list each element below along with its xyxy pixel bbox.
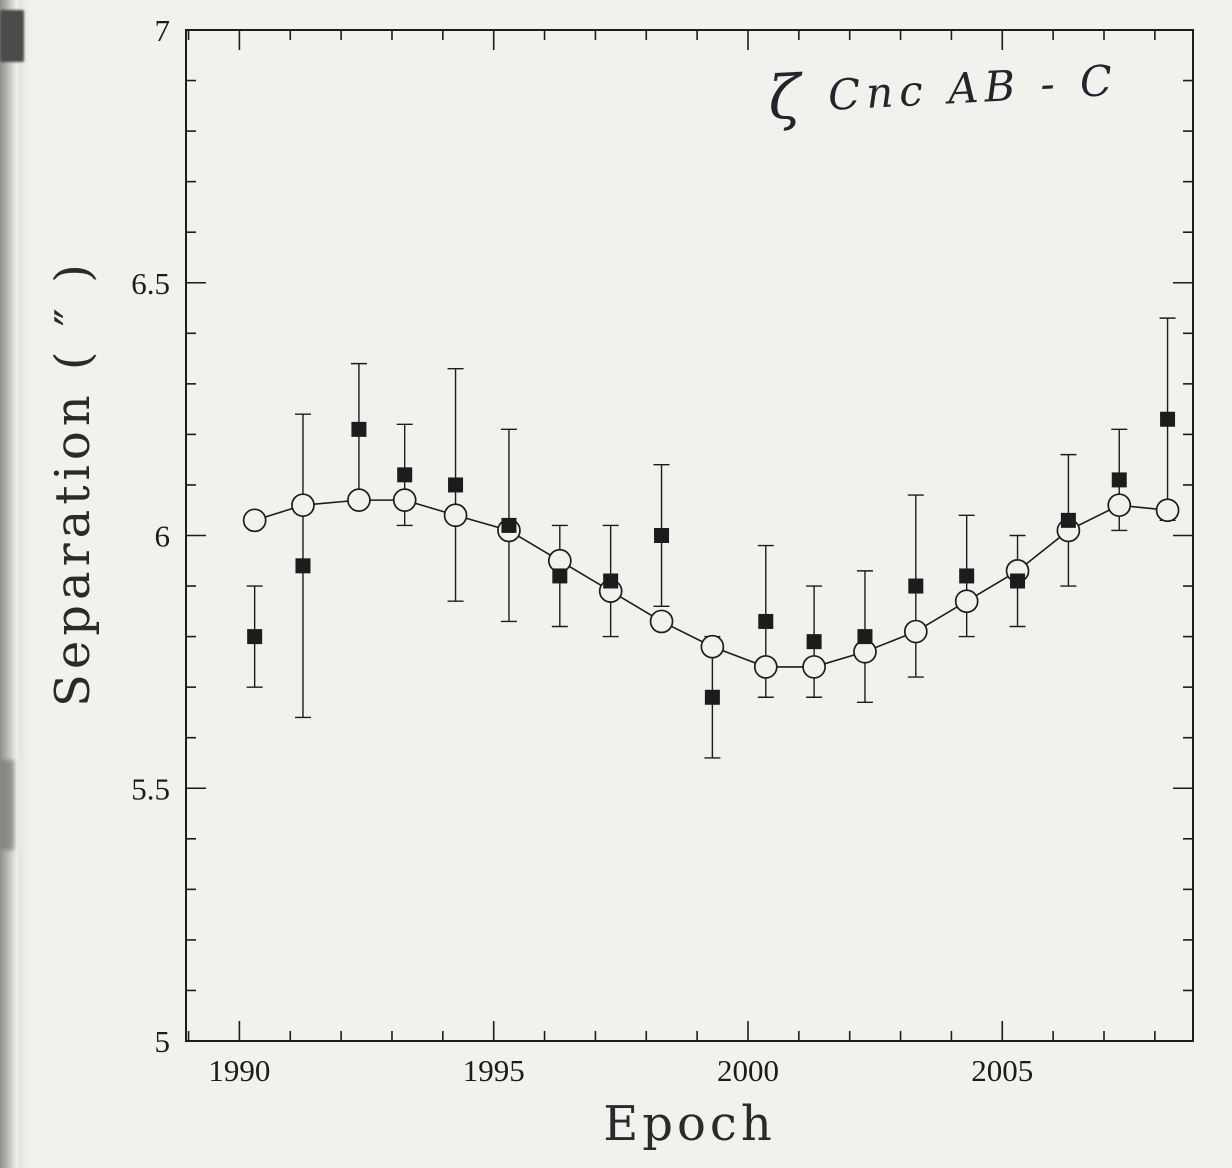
- x-axis-title: Epoch: [603, 1096, 776, 1152]
- svg-text:1995: 1995: [463, 1053, 525, 1088]
- svg-text:6: 6: [155, 519, 171, 554]
- svg-text:5.5: 5.5: [131, 771, 170, 806]
- svg-text:7: 7: [155, 13, 171, 48]
- y-axis-title: Separation ( ″ ): [45, 259, 101, 707]
- svg-text:1990: 1990: [208, 1053, 270, 1088]
- scan-left-edge-fade: [18, 0, 32, 1168]
- handwritten-zeta: ζ: [766, 61, 811, 134]
- svg-text:2005: 2005: [971, 1053, 1033, 1088]
- scan-artifact-mid-left: [0, 760, 14, 850]
- svg-text:2000: 2000: [717, 1053, 779, 1088]
- handwritten-label: Cnc AB - C: [807, 55, 1120, 121]
- svg-text:6.5: 6.5: [131, 266, 170, 301]
- scan-left-edge-shadow: [0, 0, 18, 1168]
- svg-text:5: 5: [155, 1024, 171, 1059]
- scan-artifact-top-left: [0, 10, 24, 62]
